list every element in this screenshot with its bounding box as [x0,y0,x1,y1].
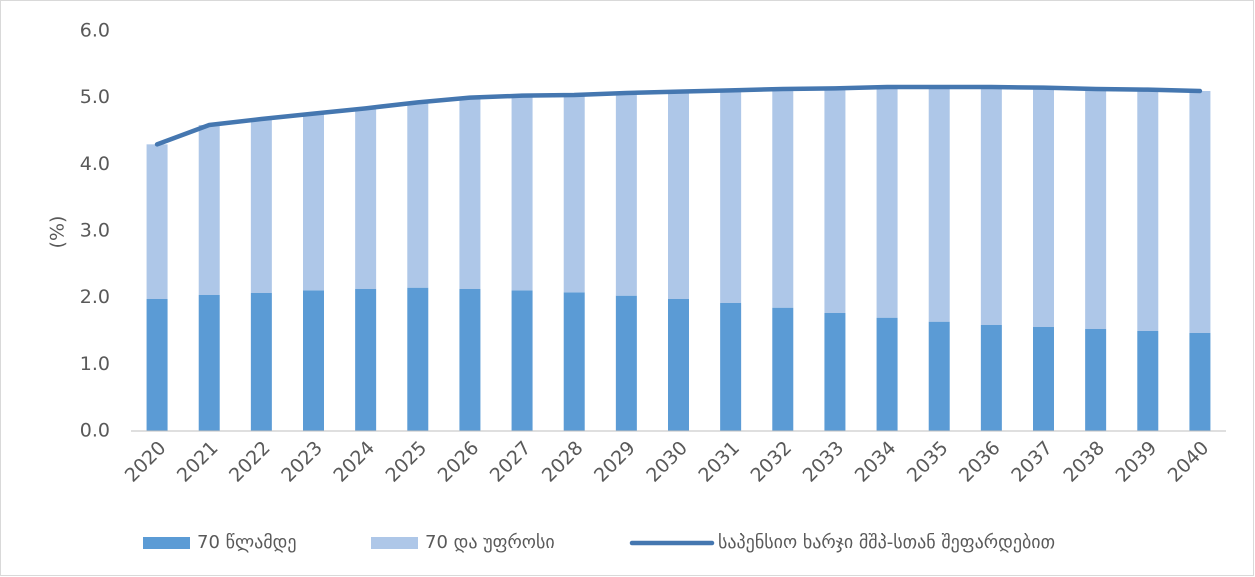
bar [720,303,742,431]
bar [1189,91,1211,333]
y-tick-label: 1.0 [80,353,110,375]
bar [407,287,429,431]
bar [668,299,689,431]
bar [980,325,1002,431]
bar [1085,89,1107,329]
bar [1137,89,1159,332]
bar [1085,329,1107,431]
y-tick-label: 2.0 [80,286,110,308]
bar [146,144,168,299]
legend-label: 70 წლამდე [197,532,297,553]
bar [407,102,429,288]
legend-label: საპენსიო ხარჯი მშპ-სთან შეფარდებით [718,532,1055,553]
bar [928,321,950,431]
bar [615,295,637,431]
y-tick-label: 0.0 [80,420,110,442]
bar [198,125,220,295]
bar [1033,327,1054,431]
bar [772,307,794,431]
bar [668,91,689,300]
bar [198,295,220,431]
bar [459,97,481,290]
bar [772,89,794,308]
bar [876,87,898,318]
bar [355,108,377,289]
bar [1189,333,1211,431]
bar [824,88,846,313]
bar [563,95,585,293]
bar [615,93,637,296]
bar [1137,331,1159,431]
bar [250,293,272,431]
y-tick-label: 3.0 [80,220,110,242]
y-tick-label: 4.0 [80,153,110,175]
legend-marker [371,537,418,549]
bar [563,292,585,431]
y-tick-label: 6.0 [80,20,110,42]
bar [511,95,533,291]
bar [511,290,533,431]
y-axis-label: (%) [47,216,69,249]
bar [146,299,168,431]
legend-label: 70 და უფროსი [425,532,555,553]
bar [720,90,742,303]
legend-marker [143,537,190,549]
bar [459,289,481,431]
bar [824,313,846,431]
y-tick-label: 5.0 [80,86,110,108]
bar [250,119,272,293]
bar [980,87,1002,325]
bar [303,290,324,431]
bar [876,317,898,431]
bar [928,87,950,322]
bar [303,113,324,291]
line [154,84,1203,147]
bar [355,289,377,431]
bar [1033,87,1054,328]
